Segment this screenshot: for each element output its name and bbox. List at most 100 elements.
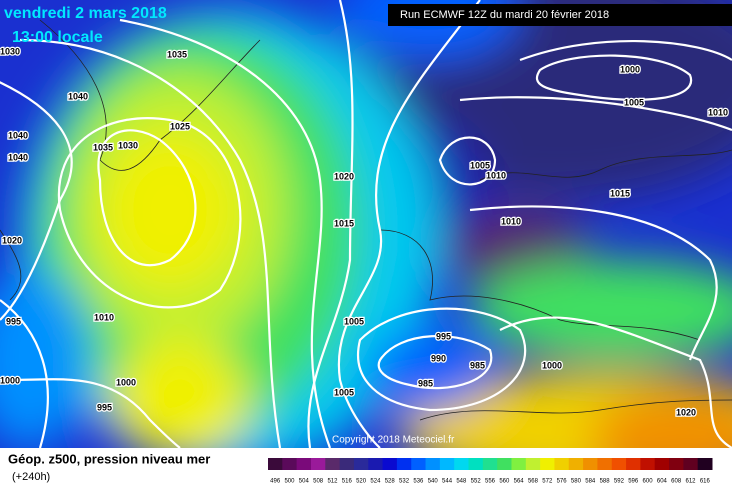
scale-swatch <box>296 458 312 470</box>
isobar-label: 1000 <box>116 377 136 387</box>
isobar-label: 1040 <box>8 130 28 140</box>
scale-swatch <box>468 458 484 470</box>
scale-label: 592 <box>614 479 625 485</box>
copyright: Copyright 2018 Meteociel.fr <box>332 435 455 446</box>
scale-label: 608 <box>671 479 682 485</box>
scale-swatch <box>425 458 441 470</box>
scale-swatch <box>540 458 555 470</box>
isobar-label: 1005 <box>334 387 354 397</box>
scale-swatch <box>683 458 699 470</box>
isobar-label: 1015 <box>334 218 354 228</box>
scale-swatch <box>339 458 355 470</box>
scale-label: 604 <box>657 479 668 485</box>
isobar-label: 1040 <box>68 91 88 101</box>
scale-swatch <box>325 458 341 470</box>
isobar-label: 1025 <box>170 121 190 131</box>
scale-swatch <box>669 458 684 470</box>
scale-swatch <box>411 458 427 470</box>
isobar-label: 985 <box>418 378 433 388</box>
footer-title: Géop. z500, pression niveau mer <box>8 451 210 466</box>
scale-swatch <box>439 458 455 470</box>
scale-label: 564 <box>514 479 525 485</box>
isobars <box>0 0 732 448</box>
scale-label: 500 <box>284 479 295 485</box>
isobar-label: 1000 <box>542 360 562 370</box>
scale-swatch <box>568 458 584 470</box>
scale-swatch <box>697 458 713 470</box>
isobar-label: 1040 <box>8 152 28 162</box>
isobar-label: 1005 <box>624 97 644 107</box>
scale-label: 548 <box>456 479 467 485</box>
scale-swatch <box>597 458 613 470</box>
isobar-label: 1020 <box>676 407 696 417</box>
scale-swatch <box>482 458 498 470</box>
scale-swatch <box>554 458 570 470</box>
scale-swatch <box>268 458 283 470</box>
scale-label: 588 <box>600 479 611 485</box>
scale-swatch <box>583 458 598 470</box>
scale-label: 540 <box>428 479 439 485</box>
isobar-label: 1030 <box>0 46 20 56</box>
run-label: Run ECMWF 12Z du mardi 20 février 2018 <box>400 9 609 21</box>
scale-swatch <box>611 458 627 470</box>
isobar-label: 1020 <box>2 235 22 245</box>
scale-label: 496 <box>270 479 281 485</box>
scale-label: 512 <box>327 479 338 485</box>
date-label: vendredi 2 mars 2018 <box>4 5 167 22</box>
scale-label: 524 <box>370 479 381 485</box>
scale-label: 584 <box>585 479 596 485</box>
scale-swatch <box>525 458 541 470</box>
scale-label: 536 <box>413 479 424 485</box>
scale-swatch <box>282 458 298 470</box>
scale-label: 576 <box>557 479 568 485</box>
isobar-label: 1010 <box>94 312 114 322</box>
scale-swatch <box>368 458 384 470</box>
scale-swatch <box>640 458 656 470</box>
footer-lead: (+240h) <box>12 471 50 483</box>
scale-label: 556 <box>485 479 496 485</box>
isobar-label: 990 <box>431 353 446 363</box>
isobar-label: 1010 <box>501 216 521 226</box>
scale-label: 616 <box>700 479 711 485</box>
isobar-label: 1035 <box>167 49 187 59</box>
scale-label: 560 <box>499 479 510 485</box>
color-scale: 496 500 504 508 512 516 520 524 528 532 536 540 544 5… <box>268 458 713 485</box>
isobar-label: 1010 <box>486 170 506 180</box>
run-box <box>388 4 732 26</box>
isobar-label: 1030 <box>118 140 138 150</box>
scale-swatch <box>511 458 527 470</box>
isobar-label: 1005 <box>344 316 364 326</box>
scale-label: 520 <box>356 479 367 485</box>
isobar-label: 1000 <box>620 64 640 74</box>
time-label: 13:00 locale <box>12 29 103 46</box>
scale-label: 504 <box>299 479 310 485</box>
scale-label: 544 <box>442 479 453 485</box>
scale-label: 516 <box>342 479 353 485</box>
isobar-label: 995 <box>6 316 21 326</box>
isobar-labels: 1030 1035 1040 1025 1040 1035 1030 1040 1020 1020… <box>0 45 729 419</box>
scale-label: 580 <box>571 479 582 485</box>
scale-label: 572 <box>542 479 553 485</box>
isobar-label: 1020 <box>334 171 354 181</box>
scale-label: 568 <box>528 479 539 485</box>
isobar-label: 995 <box>436 331 451 341</box>
scale-label: 552 <box>471 479 482 485</box>
scale-swatch <box>497 458 512 470</box>
scale-label: 600 <box>643 479 654 485</box>
scale-label: 508 <box>313 479 324 485</box>
scale-label: 528 <box>385 479 396 485</box>
isobar-label: 995 <box>97 402 112 412</box>
scale-swatch <box>310 458 326 470</box>
isobar-label: 1035 <box>93 142 113 152</box>
scale-swatch <box>382 458 398 470</box>
isobar-label: 1010 <box>708 107 728 117</box>
isobar-label: 1000 <box>0 375 20 385</box>
scale-swatch <box>654 458 670 470</box>
scale-label: 532 <box>399 479 410 485</box>
scale-swatch <box>626 458 641 470</box>
scale-label: 596 <box>628 479 639 485</box>
scale-swatch <box>454 458 470 470</box>
